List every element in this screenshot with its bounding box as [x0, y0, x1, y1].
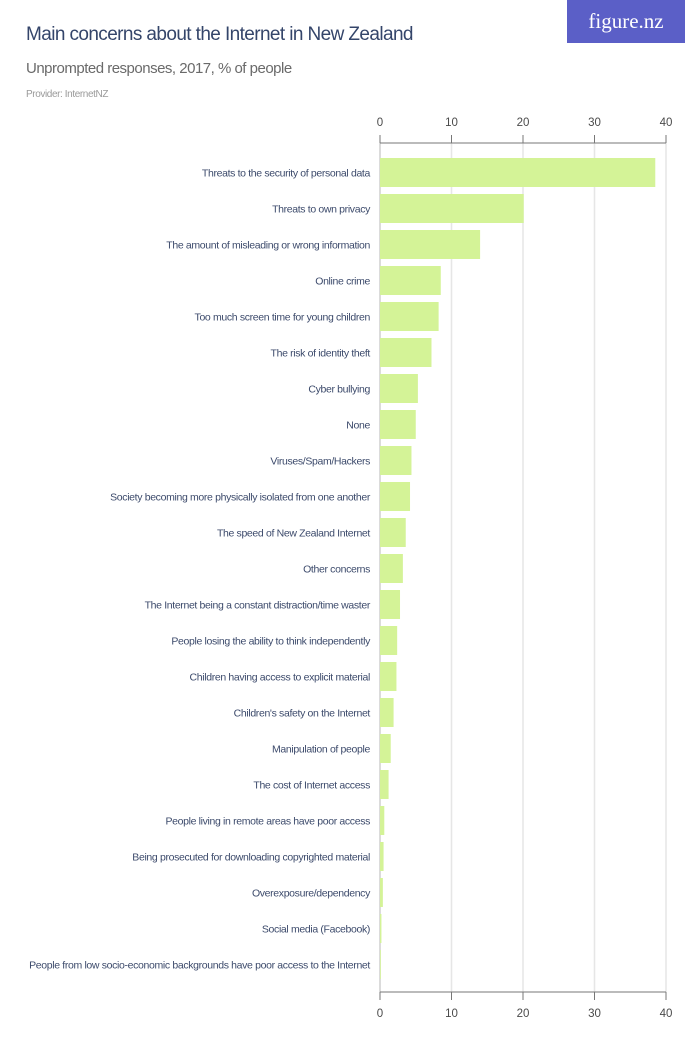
- bottom-tick-label: 40: [660, 1008, 673, 1020]
- category-label: Other concerns: [303, 564, 370, 576]
- bar: [380, 158, 656, 187]
- category-label: Too much screen time for young children: [195, 312, 371, 324]
- category-label: Threats to own privacy: [272, 204, 371, 216]
- bar: [380, 806, 385, 835]
- bar: [380, 374, 418, 403]
- category-label: None: [346, 420, 370, 432]
- category-label: Viruses/Spam/Hackers: [270, 456, 370, 468]
- bar: [380, 554, 403, 583]
- category-label: Being prosecuted for downloading copyrig…: [132, 852, 370, 864]
- category-label: Social media (Facebook): [262, 924, 370, 936]
- category-label: People from low socio-economic backgroun…: [29, 960, 370, 972]
- bar: [380, 698, 394, 727]
- bar: [380, 734, 391, 763]
- bar: [380, 590, 401, 619]
- bar: [380, 230, 481, 259]
- top-tick-label: 30: [588, 117, 601, 129]
- bottom-tick-label: 0: [377, 1008, 383, 1020]
- bottom-tick-label: 10: [445, 1008, 458, 1020]
- provider-label: Provider: InternetNZ: [26, 89, 109, 100]
- bar: [380, 914, 382, 943]
- category-label: Children having access to explicit mater…: [190, 672, 370, 684]
- bar: [380, 770, 389, 799]
- bar: [380, 446, 412, 475]
- top-tick-label: 0: [377, 117, 383, 129]
- category-label: The speed of New Zealand Internet: [217, 528, 370, 540]
- bar: [380, 482, 411, 511]
- bar: [380, 662, 397, 691]
- bar: [380, 410, 416, 439]
- bar: [380, 878, 383, 907]
- category-label: Overexposure/dependency: [252, 888, 371, 900]
- figure-nz-logo[interactable]: figure.nz: [567, 0, 685, 43]
- top-tick-label: 20: [517, 117, 530, 129]
- bar: [380, 518, 406, 547]
- top-tick-label: 10: [445, 117, 458, 129]
- category-label: The cost of Internet access: [253, 780, 370, 792]
- category-label: People losing the ability to think indep…: [171, 636, 371, 648]
- category-label: Cyber bullying: [308, 384, 370, 396]
- bar: [380, 338, 432, 367]
- chart-subtitle: Unprompted responses, 2017, % of people: [26, 60, 292, 77]
- bar: [380, 194, 524, 223]
- category-label: Online crime: [315, 276, 370, 288]
- bar: [380, 302, 439, 331]
- category-label: Threats to the security of personal data: [202, 168, 371, 180]
- bar: [380, 842, 384, 871]
- category-label: Manipulation of people: [272, 744, 370, 756]
- chart-title: Main concerns about the Internet in New …: [26, 24, 413, 45]
- category-label: The risk of identity theft: [271, 348, 371, 360]
- category-label: Society becoming more physically isolate…: [110, 492, 371, 504]
- bar: [380, 626, 398, 655]
- bottom-tick-label: 30: [588, 1008, 601, 1020]
- bar: [380, 950, 381, 979]
- bottom-tick-label: 20: [517, 1008, 530, 1020]
- bar: [380, 266, 441, 295]
- category-label: The amount of misleading or wrong inform…: [166, 240, 370, 252]
- category-label: People living in remote areas have poor …: [165, 816, 370, 828]
- category-label: Children's safety on the Internet: [234, 708, 371, 720]
- top-tick-label: 40: [660, 117, 673, 129]
- category-label: The Internet being a constant distractio…: [145, 600, 371, 612]
